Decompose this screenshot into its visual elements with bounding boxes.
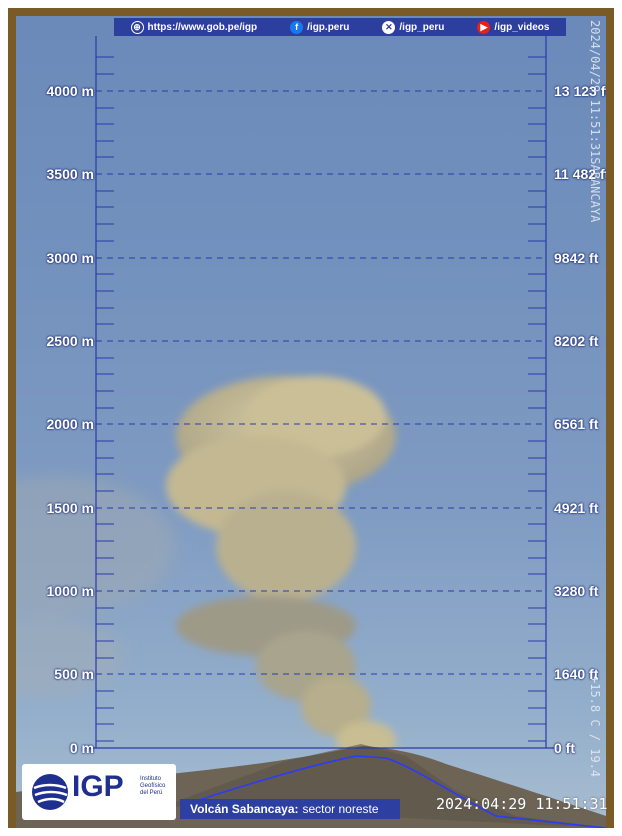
- x-link[interactable]: ✕ /igp_peru: [382, 20, 444, 34]
- globe-icon: ⊕: [130, 20, 144, 34]
- meter-label: 3500 m: [46, 166, 94, 182]
- meter-label: 4000 m: [46, 83, 94, 99]
- meter-label: 2500 m: [46, 333, 94, 349]
- x-icon: ✕: [382, 20, 396, 34]
- facebook-link[interactable]: f /igp.peru: [290, 20, 349, 34]
- feet-label: 1640 ft: [554, 666, 599, 682]
- meter-label: 1500 m: [46, 500, 94, 516]
- feet-label: 4921 ft: [554, 500, 599, 516]
- volcano-name: Volcán Sabancaya:: [190, 802, 299, 816]
- sector-name: sector noreste: [302, 802, 379, 816]
- meter-label: 1000 m: [46, 583, 94, 599]
- youtube-icon: ▶: [477, 20, 491, 34]
- location-caption: Volcán Sabancaya: sector noreste: [180, 799, 400, 819]
- website-link[interactable]: ⊕ https://www.gob.pe/igp: [130, 20, 257, 34]
- scene-graphic: [16, 36, 606, 828]
- minor-ticks: [96, 56, 546, 742]
- meter-label: 500 m: [54, 666, 94, 682]
- feet-label: 9842 ft: [554, 250, 599, 266]
- logo-wordmark: IGP: [72, 770, 124, 803]
- feet-label: 11 482 ft: [554, 166, 606, 182]
- camera-vertical-text: 2024/04/29 11:51:31SABANCAYA: [588, 20, 602, 223]
- feet-label: 6561 ft: [554, 416, 599, 432]
- camera-temperature-text: +15.8 C / 19.4: [588, 676, 602, 778]
- meter-label: 3000 m: [46, 250, 94, 266]
- volcano-webcam-image: ⊕ https://www.gob.pe/igp f /igp.peru ✕ /…: [16, 16, 606, 828]
- meter-label: 2000 m: [46, 416, 94, 432]
- ash-plume: [166, 376, 396, 761]
- timestamp: 2024:04:29 11:51:31: [436, 795, 608, 813]
- feet-label: 0 ft: [554, 740, 575, 756]
- feet-label: 13 123 ft: [554, 83, 606, 99]
- facebook-icon: f: [290, 20, 304, 34]
- globe-logo-icon: [32, 774, 68, 810]
- social-links-banner: ⊕ https://www.gob.pe/igp f /igp.peru ✕ /…: [114, 18, 566, 36]
- logo-subtitle: Instituto Geofísico del Perú: [140, 776, 166, 796]
- feet-label: 8202 ft: [554, 333, 599, 349]
- youtube-link[interactable]: ▶ /igp_videos: [477, 20, 549, 34]
- height-gridlines: [96, 90, 546, 675]
- meter-label: 0 m: [69, 740, 94, 756]
- igp-logo: IGP Instituto Geofísico del Perú: [22, 764, 176, 820]
- crater-outline: [180, 755, 606, 828]
- feet-label: 3280 ft: [554, 583, 599, 599]
